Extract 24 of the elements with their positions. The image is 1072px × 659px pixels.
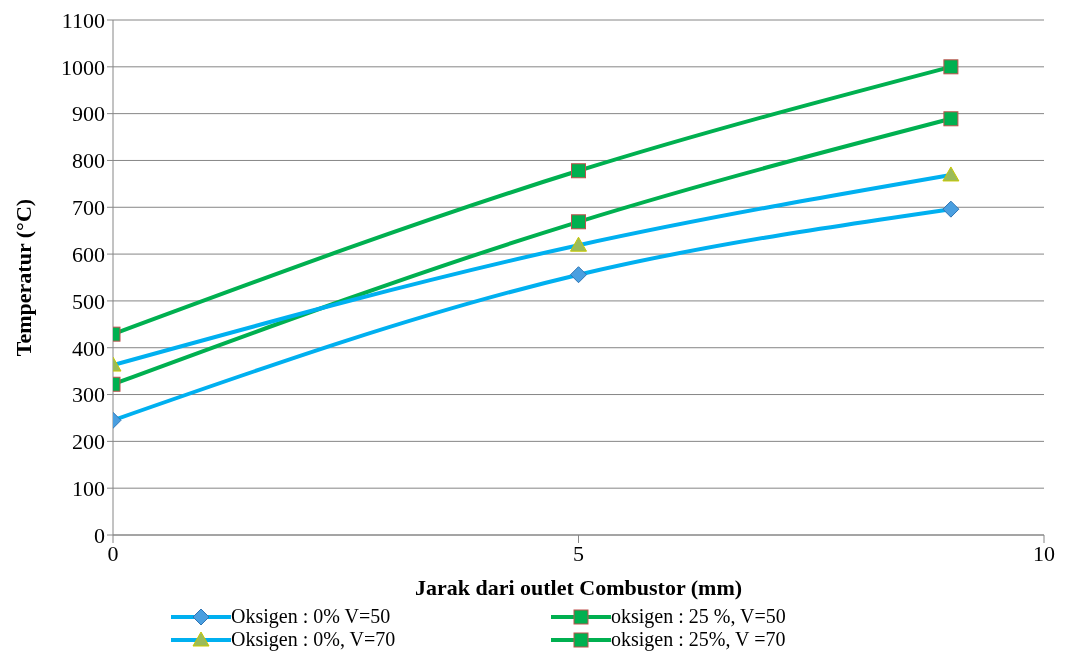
x-axis-title: Jarak dari outlet Combustor (mm) [414,575,743,600]
point [943,59,959,75]
x-tick-label: 10 [1033,540,1055,566]
x-tick-label: 5 [573,540,584,566]
y-tick-label: 600 [72,241,105,267]
y-tick-label: 1100 [61,7,105,33]
y-tick-label: 300 [72,382,105,408]
point [571,163,586,179]
point [571,214,586,230]
y-tick-label: 100 [72,475,105,501]
legend-label: Oksigen : 0%, V=70 [231,628,396,651]
y-tick-label: 800 [72,148,105,174]
y-tick-label: 400 [72,335,105,361]
y-tick-label: 700 [72,195,105,221]
legend-label: Oksigen : 0% V=50 [231,605,391,628]
y-axis-title: Temperatur (°C) [10,198,36,357]
y-tick-label: 500 [72,288,105,314]
legend-label: oksigen : 25%, V =70 [611,628,786,651]
y-tick-label: 200 [72,429,105,455]
point [943,111,959,127]
y-tick-label: 0 [94,522,105,548]
y-tick-label: 900 [72,101,105,127]
legend-label: oksigen : 25 %, V=50 [611,605,786,628]
y-tick-label: 1000 [61,54,105,80]
